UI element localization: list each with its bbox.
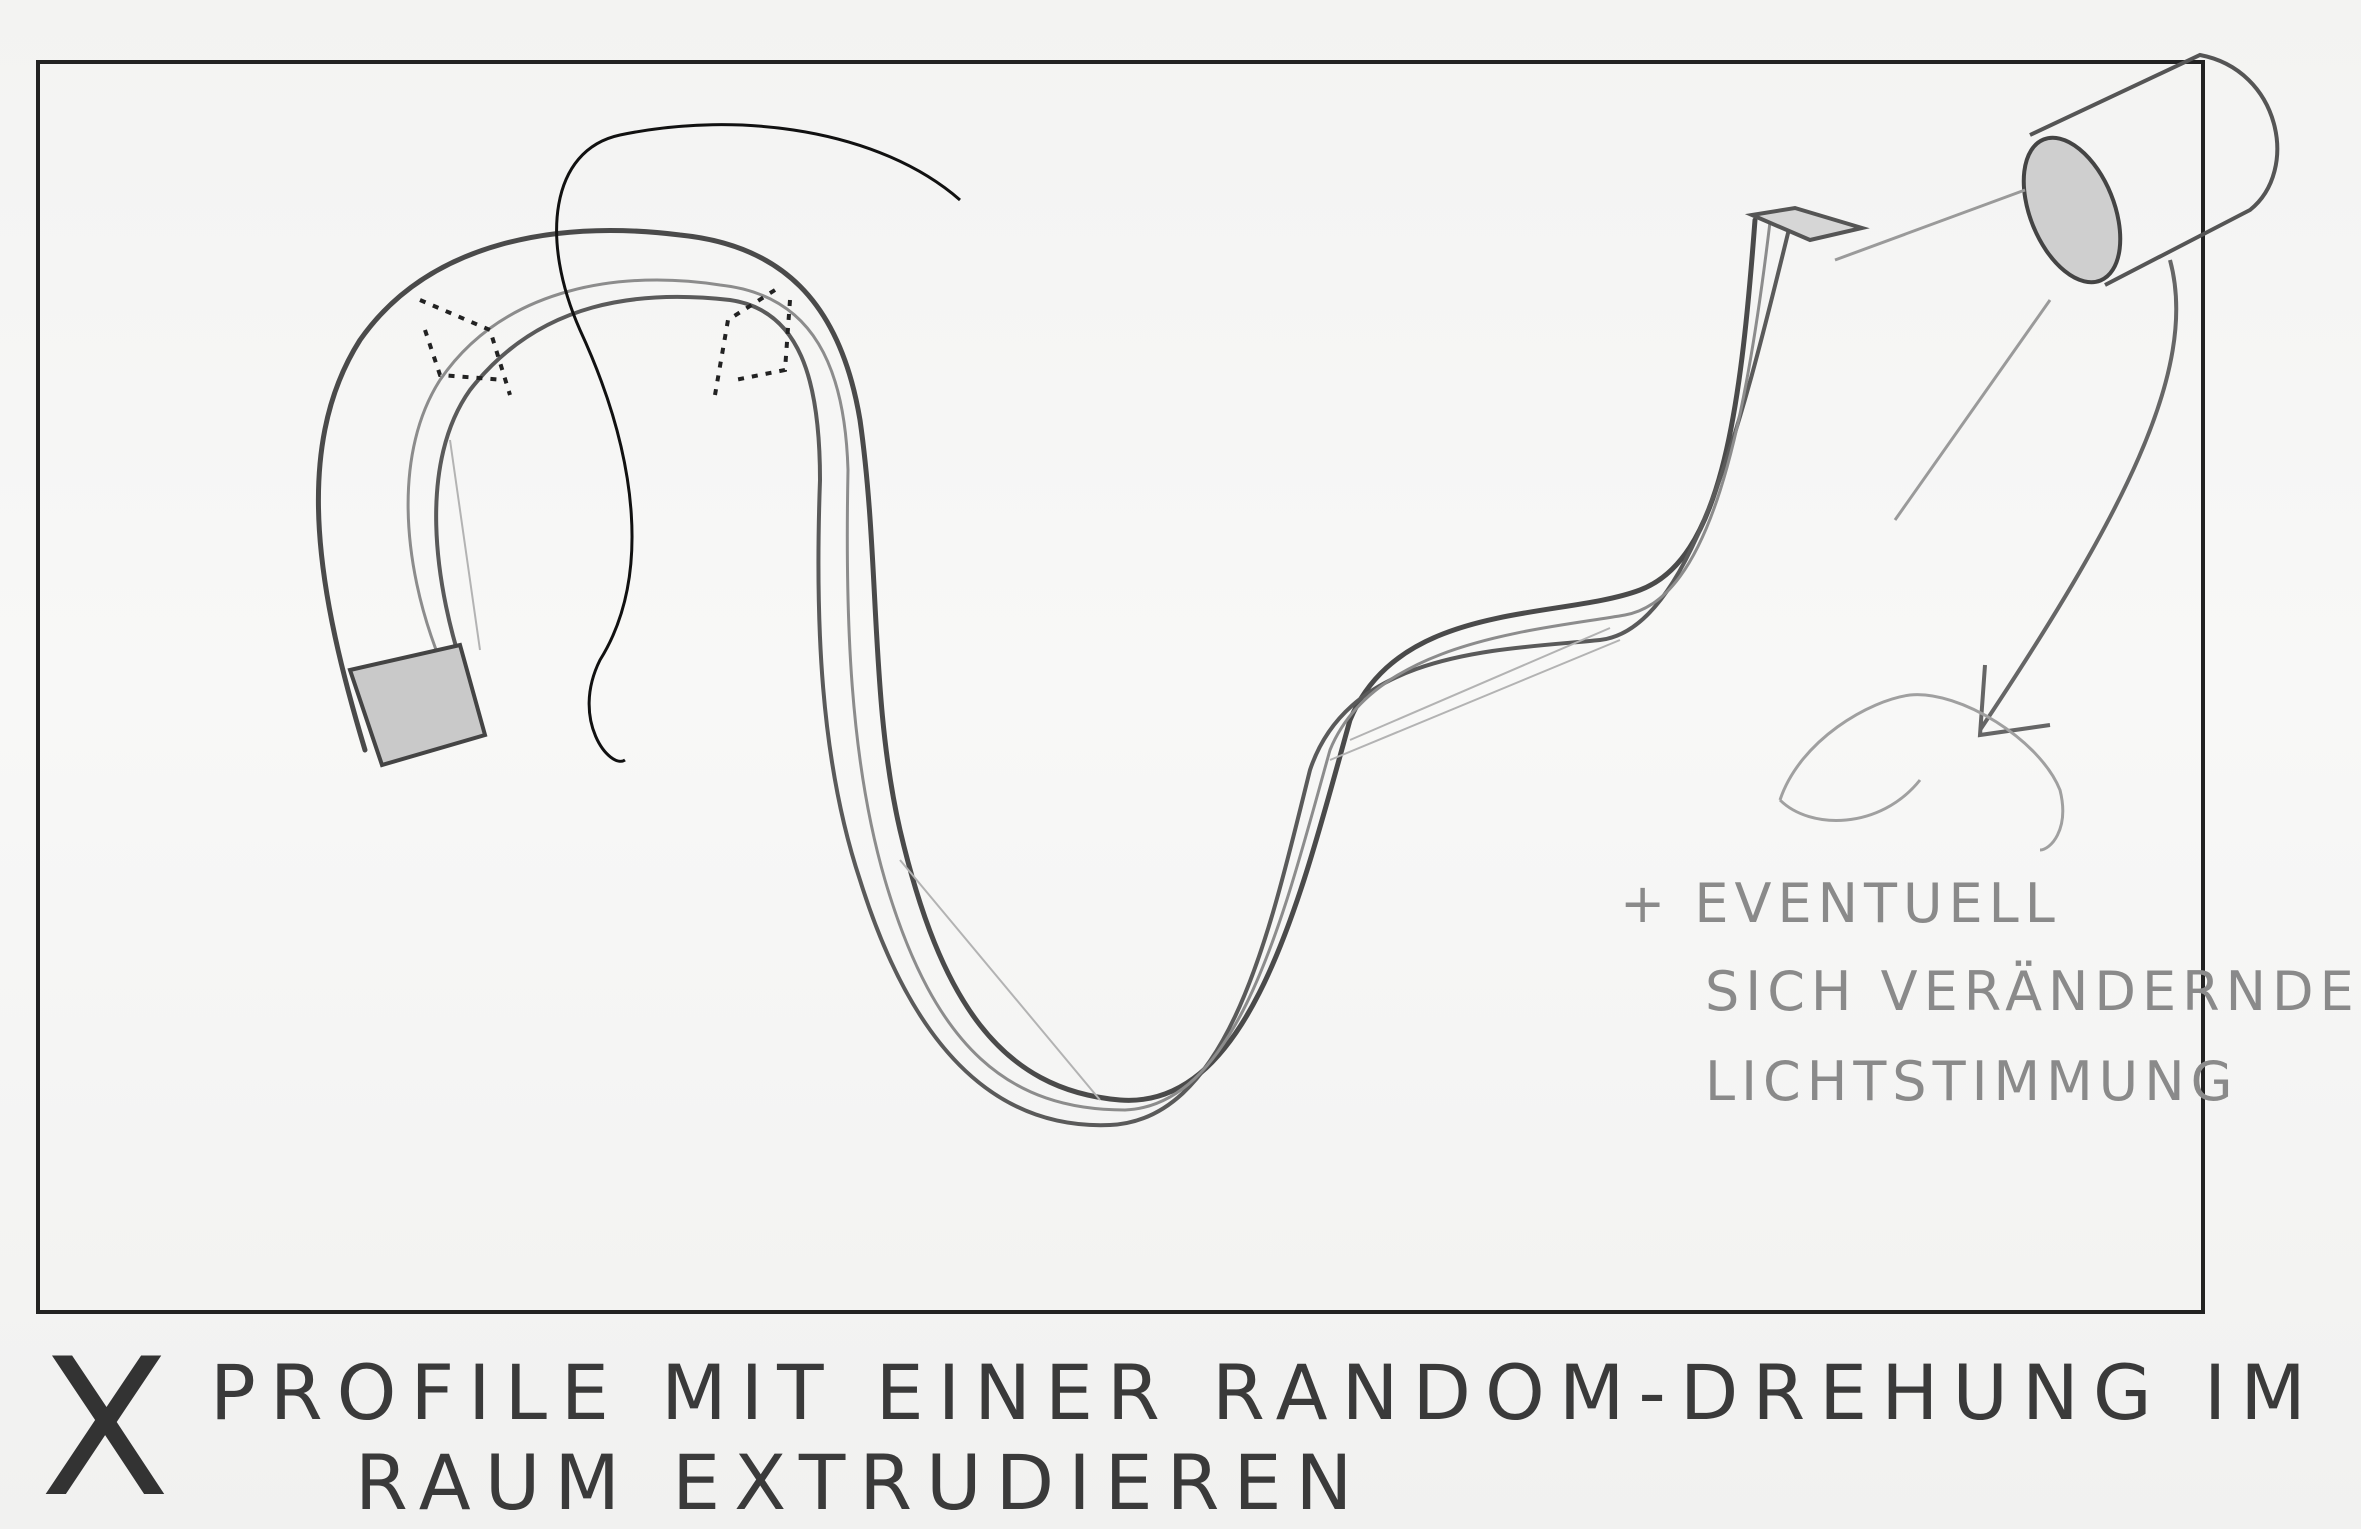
ribbon-end-cap-left bbox=[347, 642, 488, 768]
note-line-lichtstimmung: LICHTSTIMMUNG bbox=[1705, 1050, 2239, 1113]
ribbon-inner-edge bbox=[434, 223, 1792, 1128]
ribbon-shading bbox=[449, 439, 1621, 1101]
ribbon-end-cap-right bbox=[1744, 205, 1870, 243]
caption-line-2: RAUM EXTRUDIEREN bbox=[355, 1438, 1367, 1527]
section-marker-right bbox=[713, 288, 792, 396]
storyboard-frame bbox=[36, 60, 2205, 1314]
light-arrow bbox=[1977, 259, 2179, 738]
note-line-veraendernde: SICH VERÄNDERNDE bbox=[1705, 960, 2360, 1023]
note-line-eventuell: + EVENTUELL bbox=[1620, 872, 2061, 935]
light-beam-upper bbox=[1834, 188, 2026, 262]
caption-x-mark: X bbox=[40, 1318, 171, 1529]
section-marker-left bbox=[419, 298, 512, 396]
ribbon-depth-edge bbox=[406, 220, 1772, 1112]
light-source-body bbox=[2029, 52, 2280, 287]
lit-object-sketch bbox=[1778, 693, 2065, 852]
light-source-lens bbox=[2021, 135, 2123, 285]
ribbon-outer-edge bbox=[315, 217, 1758, 1103]
rotation-path-line bbox=[555, 123, 961, 763]
light-beam-lower bbox=[1893, 299, 2052, 521]
caption-line-1: PROFILE MIT EINER RANDOM-DREHUNG IM bbox=[210, 1348, 2320, 1437]
